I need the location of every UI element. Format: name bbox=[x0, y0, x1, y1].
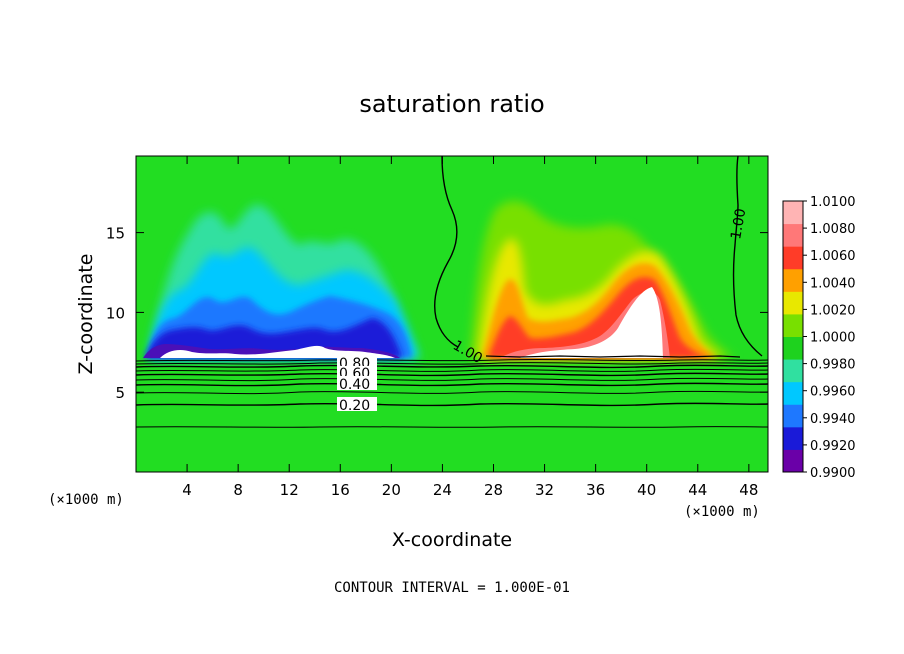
x-axis-label: X-coordinate bbox=[392, 529, 512, 551]
x-tick-label: 12 bbox=[280, 481, 299, 499]
colorbar-segment bbox=[783, 291, 803, 315]
plot-area bbox=[136, 156, 768, 472]
colorbar-label: 0.9900 bbox=[810, 466, 856, 481]
plot-frame bbox=[135, 155, 769, 473]
x-tick-label: 20 bbox=[382, 481, 401, 499]
x-unit-right: (×1000 m) bbox=[684, 504, 760, 520]
colorbar-segment bbox=[783, 404, 803, 428]
colorbar-label: 1.0040 bbox=[810, 276, 856, 291]
colorbar-segment bbox=[783, 268, 803, 292]
contour-label-040: 0.40 bbox=[339, 377, 370, 393]
colorbar-label: 1.0000 bbox=[810, 331, 856, 346]
colorbar-label: 1.0100 bbox=[810, 195, 856, 210]
colorbar-segment bbox=[783, 223, 803, 247]
x-tick-label: 28 bbox=[484, 481, 503, 499]
colorbar-label: 0.9920 bbox=[810, 439, 856, 454]
supersaturated-region bbox=[470, 200, 735, 358]
x-tick-label: 16 bbox=[331, 481, 350, 499]
contour-interval-footer: CONTOUR INTERVAL = 1.000E-01 bbox=[334, 580, 570, 596]
colorbar-segment bbox=[783, 426, 803, 450]
colorbar-segment bbox=[783, 359, 803, 383]
x-unit-left: (×1000 m) bbox=[48, 492, 124, 508]
colorbar-label: 1.0080 bbox=[810, 222, 856, 237]
x-tick-label: 48 bbox=[739, 481, 758, 499]
low-level-contours bbox=[136, 358, 768, 428]
colorbar-label: 1.0020 bbox=[810, 303, 856, 318]
x-tick-label: 36 bbox=[586, 481, 605, 499]
y-tick-label: 5 bbox=[115, 384, 125, 402]
colorbar-segment bbox=[783, 336, 803, 360]
colorbar-segment bbox=[783, 449, 803, 473]
x-tick-label: 40 bbox=[637, 481, 656, 499]
colorbar-label: 0.9980 bbox=[810, 358, 856, 373]
colorbar-segment bbox=[783, 381, 803, 405]
colorbar-segment bbox=[783, 201, 803, 225]
colorbar-label: 1.0060 bbox=[810, 249, 856, 264]
contour-labels: 0.80 0.60 0.40 0.20 1.00 1.00 bbox=[337, 207, 749, 414]
cloud-base-contour bbox=[485, 355, 741, 358]
contour-label-100-b: 1.00 bbox=[728, 207, 749, 240]
chart-title: saturation ratio bbox=[359, 90, 544, 118]
x-tick-label: 8 bbox=[233, 481, 243, 499]
x-axis-ticks: 4 8 12 16 20 24 28 32 36 40 44 48 bbox=[182, 156, 758, 499]
saturation-contour-right bbox=[732, 156, 763, 357]
x-tick-label: 24 bbox=[433, 481, 452, 499]
x-tick-label: 44 bbox=[688, 481, 707, 499]
saturation-contour-left bbox=[434, 156, 459, 348]
y-tick-label: 10 bbox=[106, 304, 125, 322]
x-tick-label: 32 bbox=[535, 481, 554, 499]
colorbar: 0.9900 0.9920 0.9940 0.9960 0.9980 1.0000 1.00… bbox=[782, 195, 856, 481]
y-axis-label: Z-coordinate bbox=[75, 254, 97, 375]
colorbar-segment bbox=[783, 246, 803, 270]
y-tick-label: 15 bbox=[106, 225, 125, 243]
colorbar-label: 0.9960 bbox=[810, 385, 856, 400]
contour-label-020: 0.20 bbox=[339, 398, 370, 414]
colorbar-segment bbox=[783, 313, 803, 337]
y-axis-ticks: 5 10 15 bbox=[106, 225, 768, 402]
x-tick-label: 4 bbox=[182, 481, 192, 499]
colorbar-label: 0.9940 bbox=[810, 412, 856, 427]
dry-region bbox=[143, 204, 420, 358]
